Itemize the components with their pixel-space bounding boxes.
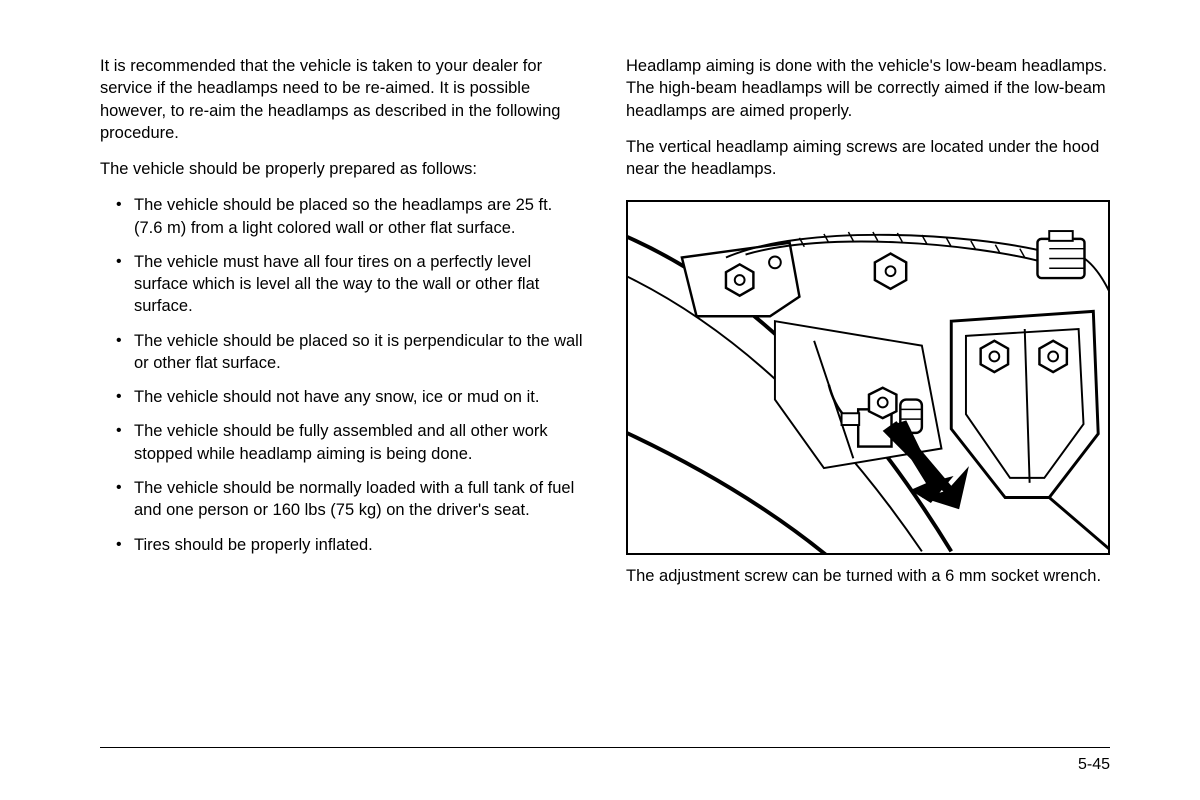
preparation-list: The vehicle should be placed so the head… <box>100 194 584 567</box>
list-item: The vehicle should be normally loaded wi… <box>120 477 584 522</box>
headlamp-diagram <box>626 200 1110 555</box>
list-item: The vehicle should not have any snow, ic… <box>120 386 584 408</box>
manual-page: It is recommended that the vehicle is ta… <box>0 0 1200 800</box>
screws-location-paragraph: The vertical headlamp aiming screws are … <box>626 136 1110 181</box>
list-item: The vehicle should be placed so the head… <box>120 194 584 239</box>
list-item: The vehicle should be placed so it is pe… <box>120 330 584 375</box>
prep-intro: The vehicle should be properly prepared … <box>100 158 584 180</box>
list-item: The vehicle must have all four tires on … <box>120 251 584 318</box>
list-item: The vehicle should be fully assembled an… <box>120 420 584 465</box>
intro-paragraph: It is recommended that the vehicle is ta… <box>100 55 584 144</box>
right-column: Headlamp aiming is done with the vehicle… <box>626 55 1110 760</box>
left-column: It is recommended that the vehicle is ta… <box>100 55 584 760</box>
figure-caption: The adjustment screw can be turned with … <box>626 565 1110 587</box>
diagram-svg <box>628 202 1108 553</box>
aiming-paragraph: Headlamp aiming is done with the vehicle… <box>626 55 1110 122</box>
footer-rule <box>100 747 1110 748</box>
list-item: Tires should be properly inflated. <box>120 534 584 556</box>
page-number: 5-45 <box>1078 756 1110 774</box>
